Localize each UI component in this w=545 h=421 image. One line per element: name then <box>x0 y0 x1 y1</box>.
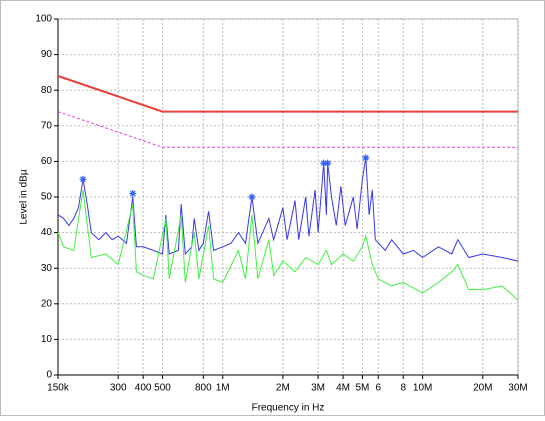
y-tick-label: 0 <box>46 370 52 381</box>
y-tick-label: 100 <box>35 14 52 25</box>
x-tick-label: 30M <box>508 383 527 394</box>
x-tick-label: 400 <box>135 383 152 394</box>
x-tick-label: 1M <box>216 383 230 394</box>
peak-marker <box>320 159 328 167</box>
x-tick-label: 6 <box>375 383 381 394</box>
y-axis-title: Level in dBµ <box>19 169 30 224</box>
y-tick-label: 90 <box>41 49 53 60</box>
x-tick-label: 150k <box>47 383 70 394</box>
series-line <box>57 111 518 148</box>
y-tick-label: 40 <box>41 227 53 238</box>
x-tick-label: 3M <box>311 383 325 394</box>
peak-marker <box>79 175 87 183</box>
series-line <box>57 75 518 113</box>
y-tick-label: 10 <box>41 334 53 345</box>
x-tick-label: 300 <box>110 383 127 394</box>
x-axis-title: Frequency in Hz <box>252 403 325 414</box>
y-tick-label: 30 <box>41 263 53 274</box>
x-tick-label: 500 <box>154 383 171 394</box>
y-tick-label: 20 <box>41 298 53 309</box>
y-tick-label: 50 <box>41 192 53 203</box>
x-tick-label: 4M <box>336 383 350 394</box>
peak-marker <box>324 159 332 167</box>
x-tick-label: 800 <box>195 383 212 394</box>
x-tick-label: 10M <box>413 383 432 394</box>
series-line <box>57 189 519 301</box>
peak-marker <box>362 154 370 162</box>
y-tick-label: 70 <box>41 120 53 131</box>
y-tick-label: 60 <box>41 156 53 167</box>
peak-marker <box>248 193 256 201</box>
x-tick-label: 2M <box>276 383 290 394</box>
x-tick-label: 5M <box>355 383 369 394</box>
peak-marker <box>129 189 137 197</box>
x-tick-label: 20M <box>473 383 492 394</box>
x-tick-label: 8 <box>400 383 406 394</box>
y-tick-label: 80 <box>41 85 53 96</box>
